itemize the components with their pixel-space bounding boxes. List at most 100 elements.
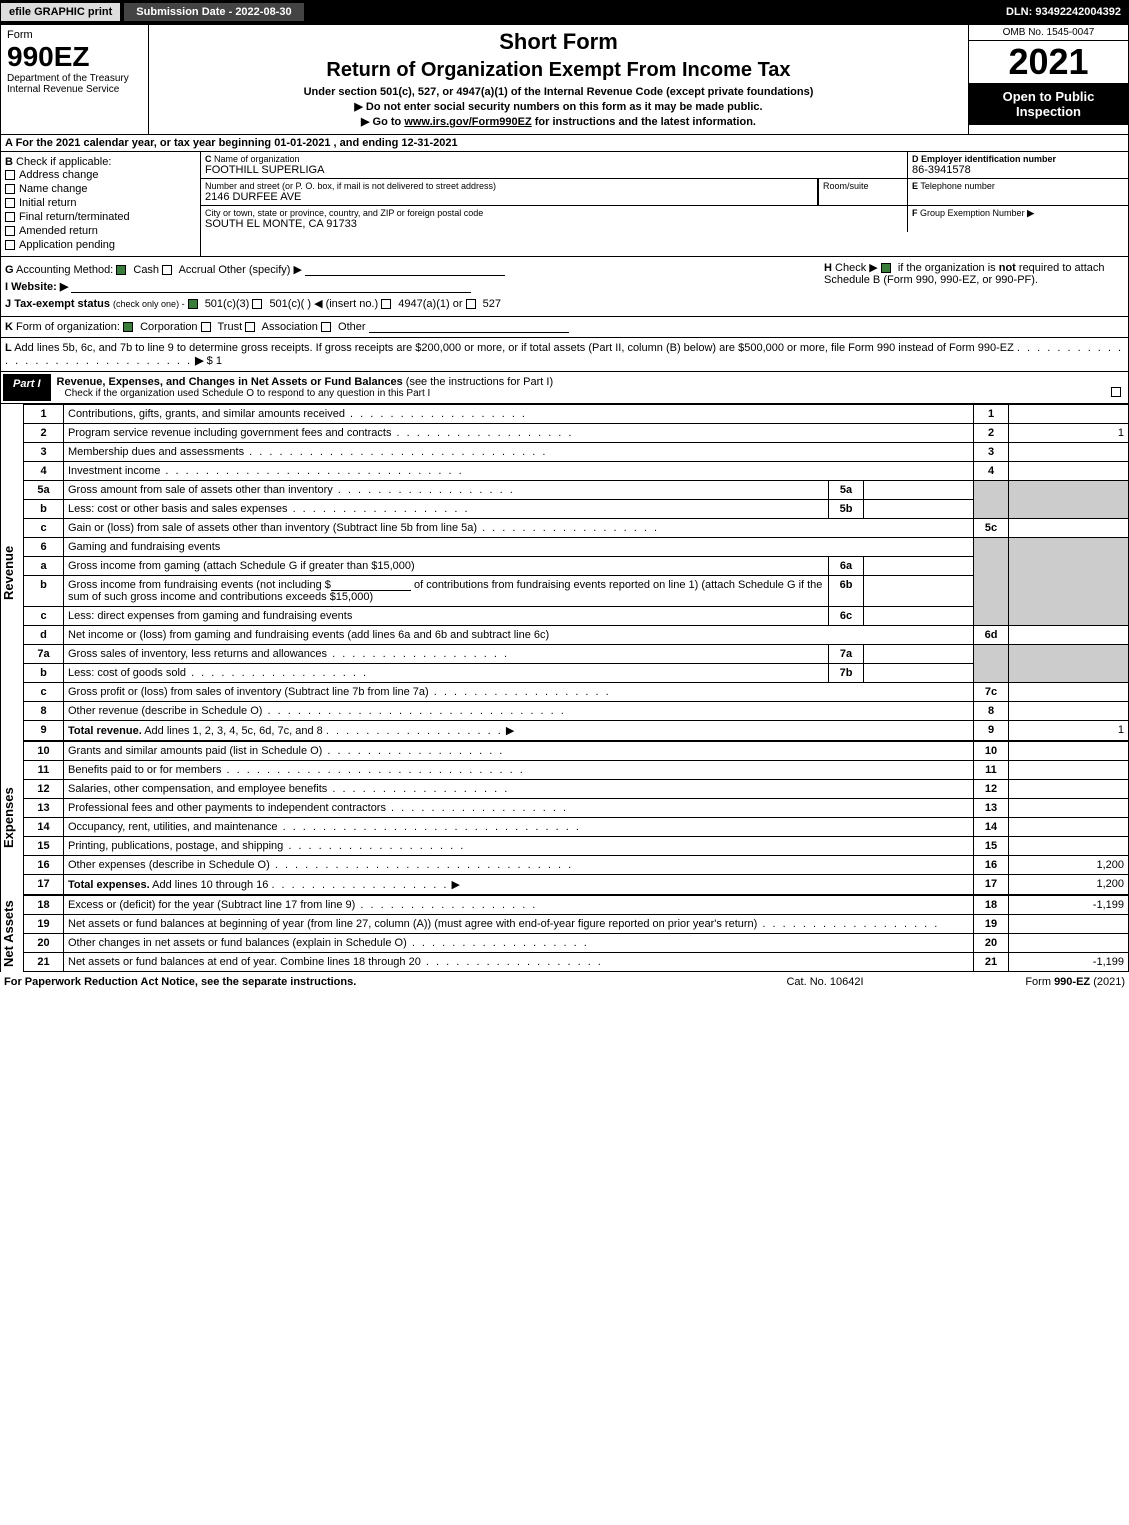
footer-right: Form 990-EZ (2021) <box>925 976 1125 988</box>
line-10: 10Grants and similar amounts paid (list … <box>24 742 1129 761</box>
line-16: 16Other expenses (describe in Schedule O… <box>24 856 1129 875</box>
checkbox-trust[interactable] <box>201 322 211 332</box>
page-footer: For Paperwork Reduction Act Notice, see … <box>0 972 1129 992</box>
checkbox-application-pending[interactable]: Application pending <box>5 238 196 252</box>
checkbox-h[interactable] <box>881 263 891 273</box>
short-form-title: Short Form <box>157 29 960 55</box>
line-11: 11Benefits paid to or for members11 <box>24 761 1129 780</box>
header-left: Form 990EZ Department of the Treasury In… <box>1 25 149 134</box>
section-bcdef: B Check if applicable: Address change Na… <box>0 152 1129 257</box>
line-8: 8Other revenue (describe in Schedule O)8 <box>24 702 1129 721</box>
line-18: 18Excess or (deficit) for the year (Subt… <box>24 896 1129 915</box>
section-k: K Form of organization: Corporation Trus… <box>0 317 1129 338</box>
part-i-title: Revenue, Expenses, and Changes in Net As… <box>53 372 1108 403</box>
form-label: Form <box>7 29 142 41</box>
b-title: Check if applicable: <box>16 156 111 168</box>
line-17: 17Total expenses. Add lines 10 through 1… <box>24 875 1129 895</box>
part-i-badge: Part I <box>3 374 51 401</box>
open-public-badge: Open to Public Inspection <box>969 83 1128 125</box>
checkbox-initial-return[interactable]: Initial return <box>5 196 196 210</box>
efile-button[interactable]: efile GRAPHIC print <box>0 2 121 22</box>
checkbox-501c[interactable] <box>252 299 262 309</box>
line-12: 12Salaries, other compensation, and empl… <box>24 780 1129 799</box>
checkbox-name-change[interactable]: Name change <box>5 182 196 196</box>
line-9: 9Total revenue. Add lines 1, 2, 3, 4, 5c… <box>24 721 1129 741</box>
checkbox-501c3[interactable] <box>188 299 198 309</box>
section-h: H Check ▶ if the organization is not req… <box>824 261 1124 295</box>
inst2-pre: ▶ Go to <box>361 116 404 128</box>
ein-cell: D Employer identification number 86-3941… <box>908 152 1128 178</box>
line-6d: dNet income or (loss) from gaming and fu… <box>24 626 1129 645</box>
line-13: 13Professional fees and other payments t… <box>24 799 1129 818</box>
checkbox-accrual[interactable] <box>162 265 172 275</box>
part-i-checkbox[interactable] <box>1108 372 1128 403</box>
group-exemption-cell: F Group Exemption Number ▶ <box>908 206 1128 232</box>
line-19: 19Net assets or fund balances at beginni… <box>24 915 1129 934</box>
main-title: Return of Organization Exempt From Incom… <box>157 59 960 82</box>
checkbox-final-return[interactable]: Final return/terminated <box>5 210 196 224</box>
checkbox-corporation[interactable] <box>123 322 133 332</box>
line-7c: cGross profit or (loss) from sales of in… <box>24 683 1129 702</box>
netassets-section: Net Assets 18Excess or (deficit) for the… <box>0 895 1129 972</box>
org-name-cell: C Name of organization FOOTHILL SUPERLIG… <box>201 152 908 178</box>
city-cell: City or town, state or province, country… <box>201 206 908 232</box>
line-5c: cGain or (loss) from sale of assets othe… <box>24 519 1129 538</box>
section-ghij: G Accounting Method: Cash Accrual Other … <box>0 257 1129 317</box>
netassets-label: Net Assets <box>1 895 23 972</box>
header-right: OMB No. 1545-0047 2021 Open to Public In… <box>968 25 1128 134</box>
line-4: 4Investment income4 <box>24 462 1129 481</box>
checkbox-4947[interactable] <box>381 299 391 309</box>
section-g: G Accounting Method: Cash Accrual Other … <box>5 261 824 278</box>
checkbox-address-change[interactable]: Address change <box>5 168 196 182</box>
form-header: Form 990EZ Department of the Treasury In… <box>0 24 1129 135</box>
submission-date: Submission Date - 2022-08-30 <box>123 2 304 22</box>
line-2: 2Program service revenue including gover… <box>24 424 1129 443</box>
line-6b: bGross income from fundraising events (n… <box>24 576 1129 607</box>
section-cde: C Name of organization FOOTHILL SUPERLIG… <box>201 152 1128 256</box>
expenses-section: Expenses 10Grants and similar amounts pa… <box>0 741 1129 895</box>
section-i: I Website: ▶ <box>5 278 824 295</box>
street-cell: Number and street (or P. O. box, if mail… <box>201 179 818 205</box>
inst2-post: for instructions and the latest informat… <box>532 116 756 128</box>
footer-mid: Cat. No. 10642I <box>725 976 925 988</box>
ein-value: 86-3941578 <box>912 164 1124 176</box>
checkbox-other-org[interactable] <box>321 322 331 332</box>
line-7a: 7aGross sales of inventory, less returns… <box>24 645 1129 664</box>
street-address: 2146 DURFEE AVE <box>205 191 813 203</box>
instruction-2: ▶ Go to www.irs.gov/Form990EZ for instru… <box>157 115 960 128</box>
checkbox-cash[interactable] <box>116 265 126 275</box>
netassets-table: 18Excess or (deficit) for the year (Subt… <box>23 895 1129 972</box>
section-l: L Add lines 5b, 6c, and 7b to line 9 to … <box>0 338 1129 372</box>
dept-treasury: Department of the Treasury Internal Reve… <box>7 73 142 95</box>
section-a: A For the 2021 calendar year, or tax yea… <box>0 135 1129 152</box>
b-label: B <box>5 156 13 168</box>
form-number: 990EZ <box>7 41 142 73</box>
expenses-table: 10Grants and similar amounts paid (list … <box>23 741 1129 895</box>
line-3: 3Membership dues and assessments3 <box>24 443 1129 462</box>
line-5b: bLess: cost or other basis and sales exp… <box>24 500 1129 519</box>
section-j: J Tax-exempt status (check only one) - 5… <box>5 295 1124 312</box>
checkbox-amended-return[interactable]: Amended return <box>5 224 196 238</box>
org-name: FOOTHILL SUPERLIGA <box>205 164 903 176</box>
line-1: 1Contributions, gifts, grants, and simil… <box>24 405 1129 424</box>
revenue-table: 1Contributions, gifts, grants, and simil… <box>23 404 1129 741</box>
irs-link[interactable]: www.irs.gov/Form990EZ <box>404 116 531 128</box>
section-b: B Check if applicable: Address change Na… <box>1 152 201 256</box>
line-15: 15Printing, publications, postage, and s… <box>24 837 1129 856</box>
dln: DLN: 93492242004392 <box>1006 6 1129 18</box>
subtitle: Under section 501(c), 527, or 4947(a)(1)… <box>157 86 960 98</box>
revenue-section: Revenue 1Contributions, gifts, grants, a… <box>0 404 1129 741</box>
gross-receipts-amount: $ 1 <box>207 355 222 367</box>
phone-cell: E Telephone number <box>908 179 1128 205</box>
revenue-label: Revenue <box>1 404 23 741</box>
line-6c: cLess: direct expenses from gaming and f… <box>24 607 1129 626</box>
line-5a: 5aGross amount from sale of assets other… <box>24 481 1129 500</box>
checkbox-527[interactable] <box>466 299 476 309</box>
line-14: 14Occupancy, rent, utilities, and mainte… <box>24 818 1129 837</box>
room-suite: Room/suite <box>818 179 908 205</box>
city-value: SOUTH EL MONTE, CA 91733 <box>205 218 903 230</box>
line-20: 20Other changes in net assets or fund ba… <box>24 934 1129 953</box>
topbar: efile GRAPHIC print Submission Date - 20… <box>0 0 1129 24</box>
checkbox-association[interactable] <box>245 322 255 332</box>
omb-number: OMB No. 1545-0047 <box>969 25 1128 41</box>
